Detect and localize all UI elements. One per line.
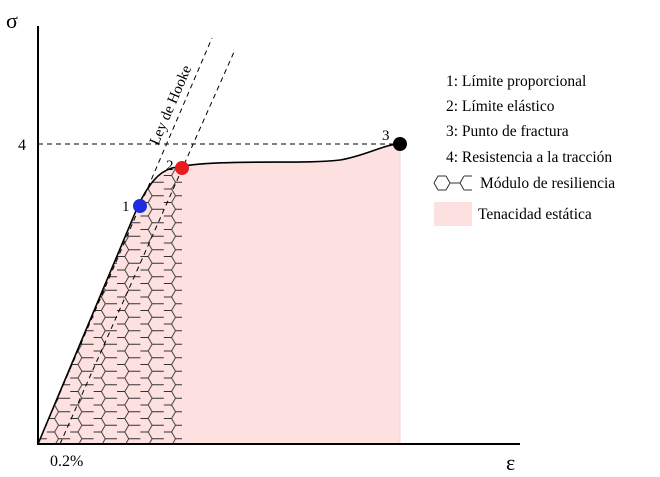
legend-item-4: 4: Resistencia a la tracción	[446, 149, 612, 166]
point-3-fracture	[393, 137, 407, 151]
legend-toughness: Tenacidad estática	[478, 206, 592, 223]
x-tick-label: 0.2%	[50, 453, 83, 470]
hooke-label: Ley de Hooke	[147, 63, 195, 148]
point-3-label: 3	[382, 128, 390, 144]
legend-item-3: 3: Punto de fractura	[446, 123, 569, 140]
point-2-elastic-limit	[175, 161, 189, 175]
legend-item-2: 2: Límite elástico	[446, 98, 555, 115]
toughness-swatch	[434, 202, 472, 226]
point-1-label: 1	[122, 199, 130, 215]
y-tick-label: 4	[18, 137, 26, 154]
resilience-area	[38, 168, 182, 444]
resilience-swatch-icon	[433, 175, 472, 191]
legend-resilience: Módulo de resiliencia	[480, 175, 615, 192]
stress-strain-curve	[37, 143, 401, 445]
legend-item-1: 1: Límite proporcional	[446, 73, 586, 90]
point-2-label: 2	[166, 158, 174, 174]
y-axis-symbol: σ	[6, 8, 18, 33]
x-axis-symbol: ε	[506, 450, 515, 472]
legend: 1: Límite proporcional 2: Límite elástic…	[433, 73, 615, 226]
point-1-proportional-limit	[133, 199, 147, 213]
